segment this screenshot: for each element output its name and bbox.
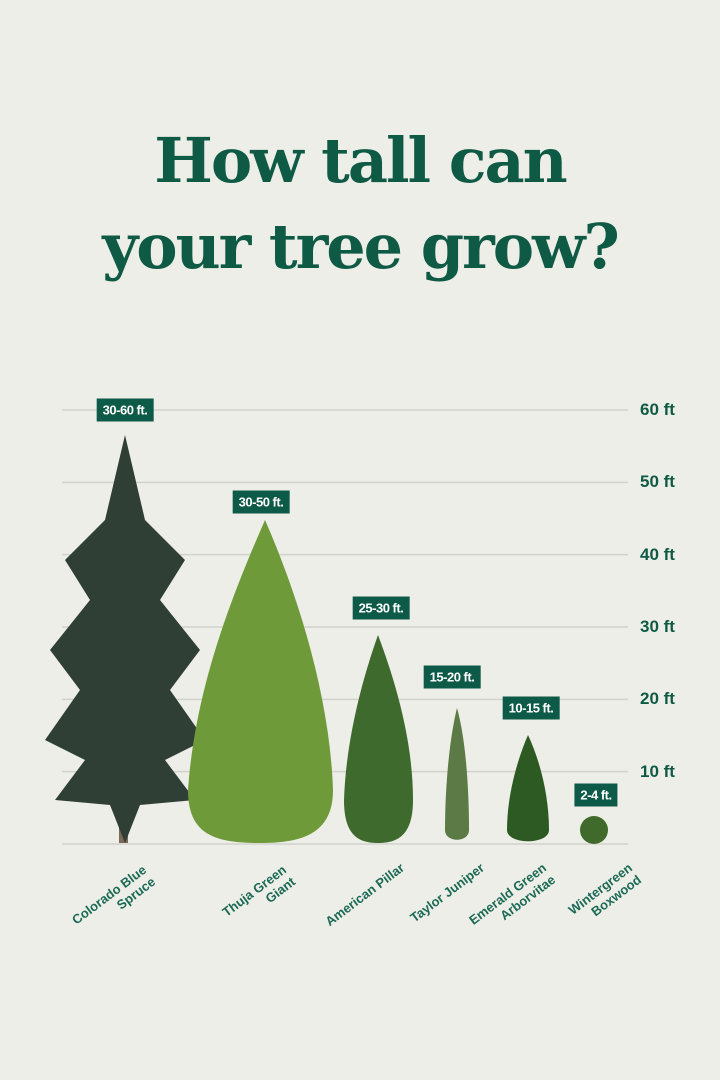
title-line-2: your tree grow?	[102, 210, 620, 283]
tree-wintergreen-boxwood	[580, 816, 608, 844]
tree-emerald-green-arborvitae	[507, 735, 549, 842]
data-label-american-pillar: 25-30 ft.	[352, 596, 410, 620]
tree-taylor-juniper	[445, 708, 469, 840]
tree-american-pillar	[344, 635, 413, 843]
title-line-1: How tall can	[154, 124, 567, 197]
data-label-thuja-green-giant: 30-50 ft.	[232, 490, 290, 514]
data-label-taylor-juniper: 15-20 ft.	[423, 665, 481, 689]
tree-colorado-blue-spruce	[45, 435, 205, 843]
y-tick-label: 40 ft	[640, 544, 675, 564]
data-label-emerald-green-arborvitae: 10-15 ft.	[502, 696, 560, 720]
y-tick-label: 60 ft	[640, 400, 675, 419]
y-tick-label: 50 ft	[640, 472, 675, 492]
tree-thuja-green-giant	[188, 520, 333, 843]
page-title: How tall can your tree grow?	[0, 118, 720, 290]
y-tick-label: 30 ft	[640, 617, 675, 636]
y-tick-label: 10 ft	[640, 761, 675, 781]
data-label-colorado-blue-spruce: 30-60 ft.	[96, 398, 154, 422]
data-label-wintergreen-boxwood: 2-4 ft.	[574, 783, 618, 807]
y-tick-label: 20 ft	[640, 689, 675, 709]
